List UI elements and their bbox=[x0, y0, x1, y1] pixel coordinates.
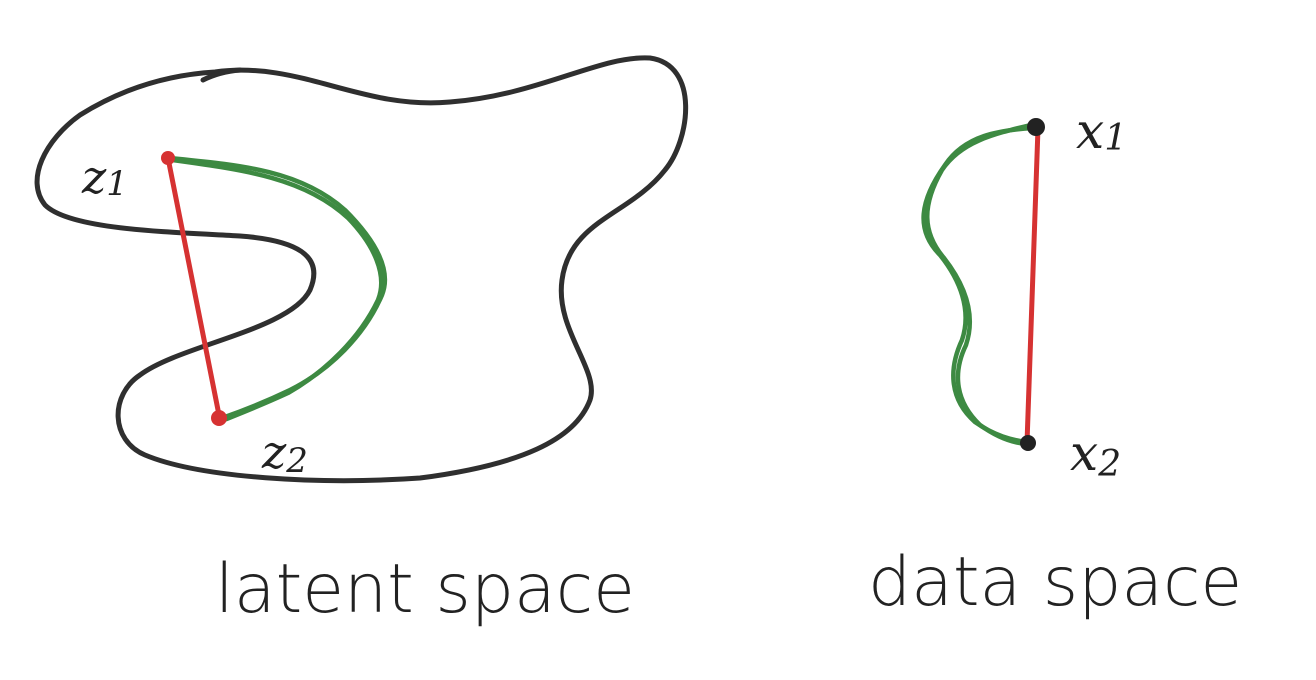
data-space-caption: data space bbox=[868, 543, 1242, 622]
z1-label: z1 bbox=[81, 150, 128, 204]
latent-outline-tick bbox=[200, 67, 243, 83]
z1-point bbox=[161, 151, 175, 165]
x1-label: x1 bbox=[1076, 102, 1127, 160]
data-straight-path bbox=[1024, 125, 1041, 446]
latent-straight-path bbox=[165, 155, 223, 423]
z2-label: z2 bbox=[261, 425, 308, 481]
x2-label: x2 bbox=[1070, 424, 1121, 485]
latent-space-panel: z1 z2 latent space bbox=[34, 55, 689, 629]
data-space-panel: x1 x2 data space bbox=[868, 102, 1242, 622]
x2-point bbox=[1020, 435, 1036, 451]
x1-point bbox=[1027, 118, 1045, 136]
z2-point bbox=[211, 410, 227, 426]
latent-geodesic-path-double bbox=[169, 157, 384, 423]
latent-manifold-outline bbox=[34, 55, 689, 484]
latent-space-caption: latent space bbox=[215, 550, 635, 629]
latent-geodesic-path bbox=[167, 155, 388, 421]
data-curved-path-double bbox=[925, 121, 1038, 447]
